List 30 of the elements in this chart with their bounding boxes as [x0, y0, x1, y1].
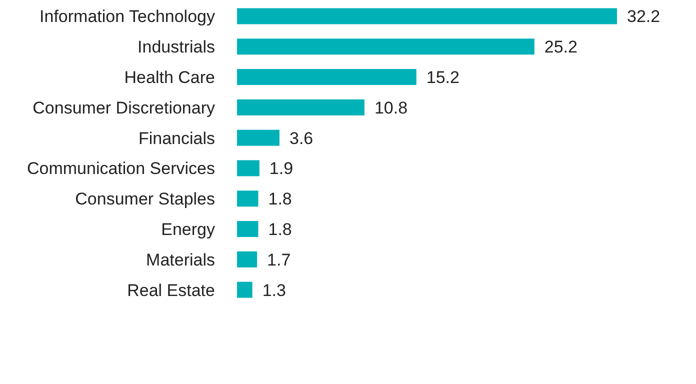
- bar: [237, 221, 258, 237]
- y-tick-label: Real Estate: [127, 280, 215, 300]
- data-label: 1.7: [267, 250, 291, 270]
- y-tick-label: Financials: [138, 128, 215, 148]
- bar: [237, 8, 617, 24]
- y-tick-label: Energy: [161, 220, 216, 239]
- y-tick-label: Communication Services: [26, 159, 215, 178]
- data-label: 1.8: [268, 220, 292, 239]
- bar: [237, 251, 258, 268]
- y-tick-label: Consumer Discretionary: [32, 98, 216, 118]
- y-tick-label: Consumer Staples: [75, 190, 215, 209]
- data-label: 1.3: [262, 280, 286, 300]
- data-label: 1.9: [269, 159, 294, 178]
- data-label: 1.8: [268, 190, 292, 209]
- bar: [237, 130, 280, 146]
- bar: [237, 99, 364, 116]
- bar: [237, 282, 252, 298]
- data-label: 10.8: [374, 98, 408, 118]
- data-label: 3.6: [289, 128, 314, 148]
- bar: [237, 38, 534, 55]
- data-label: 15.2: [426, 68, 460, 87]
- y-tick-label: Information Technology: [40, 7, 216, 26]
- y-tick-label: Health Care: [124, 68, 215, 87]
- data-label: 25.2: [544, 38, 578, 57]
- y-tick-label: Industrials: [138, 38, 215, 57]
- y-tick-label: Materials: [146, 250, 215, 270]
- bar: [237, 190, 258, 207]
- data-label: 32.2: [627, 7, 660, 26]
- bar: [237, 69, 416, 85]
- bar: [237, 160, 260, 176]
